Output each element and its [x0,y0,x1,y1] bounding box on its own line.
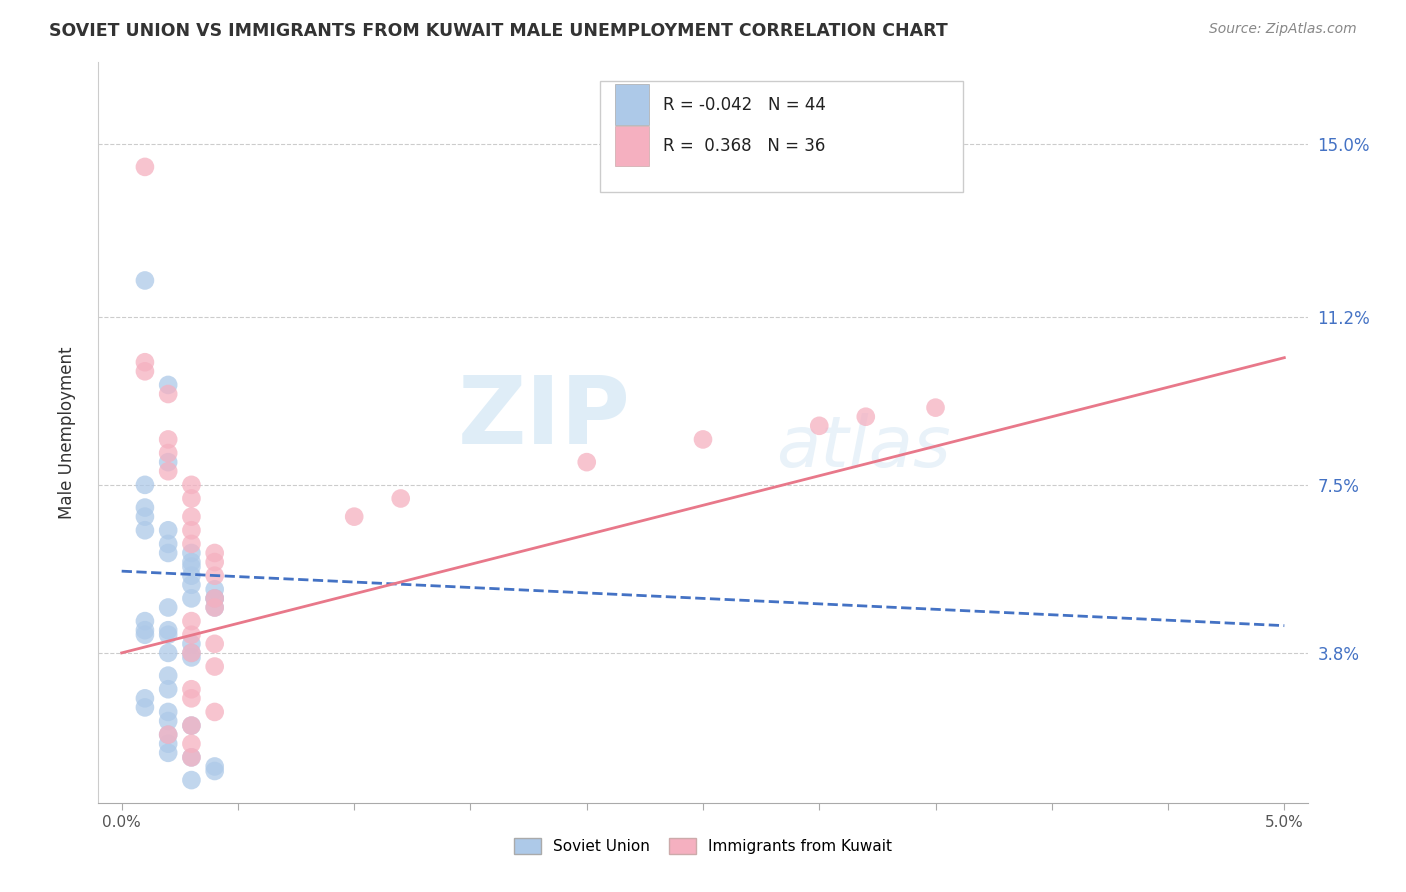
Point [180,682,202,697]
Text: R =  0.368   N = 36: R = 0.368 N = 36 [664,137,825,155]
Point [157,668,180,682]
Point [180,559,202,574]
Point [180,773,202,788]
Point [204,637,226,651]
Point [157,728,180,742]
Point [157,378,180,392]
Point [157,546,180,560]
Point [204,600,226,615]
Point [692,433,714,447]
Point [180,578,202,592]
Point [157,737,180,751]
Point [180,491,202,506]
Point [157,537,180,551]
FancyBboxPatch shape [614,126,648,167]
Legend: Soviet Union, Immigrants from Kuwait: Soviet Union, Immigrants from Kuwait [506,830,900,862]
Point [204,568,226,582]
Point [134,628,156,642]
Point [134,478,156,492]
Point [134,624,156,638]
Point [204,764,226,778]
FancyBboxPatch shape [600,81,963,192]
Point [157,628,180,642]
Point [808,418,831,433]
FancyBboxPatch shape [614,84,648,125]
Text: SOVIET UNION VS IMMIGRANTS FROM KUWAIT MALE UNEMPLOYMENT CORRELATION CHART: SOVIET UNION VS IMMIGRANTS FROM KUWAIT M… [49,22,948,40]
Point [204,582,226,597]
Point [180,555,202,569]
Point [180,478,202,492]
Point [204,600,226,615]
Point [389,491,412,506]
Point [134,614,156,628]
Point [924,401,946,415]
Point [134,364,156,378]
Point [204,591,226,606]
Text: R = -0.042   N = 44: R = -0.042 N = 44 [664,95,825,113]
Point [180,750,202,764]
Point [855,409,877,424]
Point [157,646,180,660]
Point [157,523,180,537]
Point [180,737,202,751]
Point [157,600,180,615]
Point [157,714,180,728]
Point [157,624,180,638]
Point [204,659,226,673]
Point [204,759,226,773]
Text: Source: ZipAtlas.com: Source: ZipAtlas.com [1209,22,1357,37]
Point [575,455,598,469]
Point [134,160,156,174]
Point [180,650,202,665]
Point [157,433,180,447]
Point [134,509,156,524]
Point [180,591,202,606]
Point [134,273,156,287]
Point [157,464,180,478]
Point [204,705,226,719]
Point [134,500,156,515]
Point [204,591,226,606]
Point [134,355,156,369]
Point [180,509,202,524]
Point [204,546,226,560]
Point [180,750,202,764]
Point [157,746,180,760]
Point [157,705,180,719]
Point [157,387,180,401]
Point [180,718,202,732]
Y-axis label: Male Unemployment: Male Unemployment [58,346,76,519]
Point [343,509,366,524]
Point [180,646,202,660]
Point [180,628,202,642]
Point [204,591,226,606]
Point [157,446,180,460]
Point [180,637,202,651]
Text: atlas: atlas [776,413,950,482]
Point [180,646,202,660]
Point [180,614,202,628]
Point [157,682,180,697]
Point [180,691,202,706]
Point [180,537,202,551]
Point [180,523,202,537]
Point [180,568,202,582]
Point [134,691,156,706]
Text: ZIP: ZIP [457,372,630,464]
Point [134,523,156,537]
Point [134,700,156,714]
Point [204,555,226,569]
Point [157,728,180,742]
Point [180,546,202,560]
Point [157,455,180,469]
Point [180,718,202,732]
